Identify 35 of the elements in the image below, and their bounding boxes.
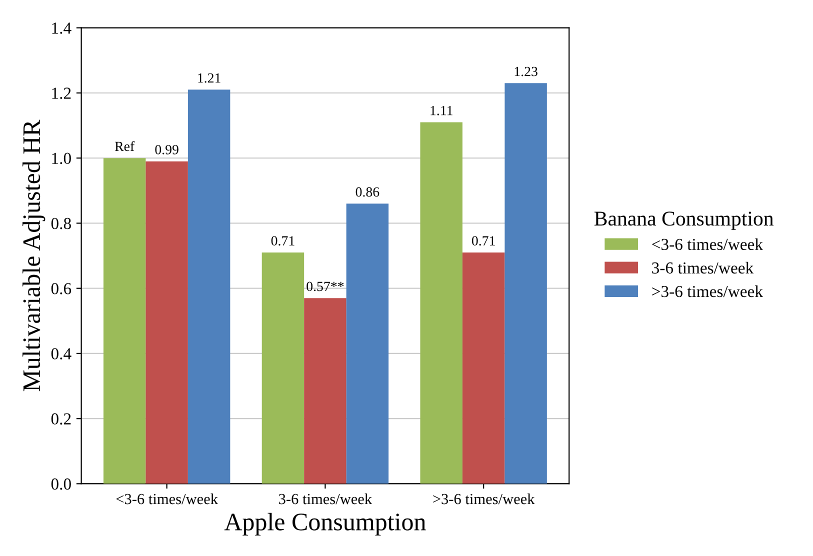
x-tick-label: >3-6 times/week xyxy=(433,493,535,504)
x-tick-label: <3-6 times/week xyxy=(116,493,218,504)
y-tick-label: 0.2 xyxy=(51,413,71,425)
y-tick-label: 0.6 xyxy=(51,283,72,294)
legend-label: 3-6 times/week xyxy=(652,262,754,274)
bar xyxy=(420,122,462,484)
y-tick-label: 1.0 xyxy=(52,152,71,164)
x-axis-title: Apple Consumption xyxy=(224,512,426,536)
y-tick-label: 1.4 xyxy=(52,22,72,34)
bar xyxy=(304,298,346,484)
y-tick-label: 0.0 xyxy=(51,478,71,490)
bar xyxy=(262,252,304,484)
data-label: 0.71 xyxy=(271,236,294,246)
bar xyxy=(462,252,505,484)
data-label: 0.71 xyxy=(472,236,495,246)
legend-title: Banana Consumption xyxy=(594,212,774,230)
legend-label: >3-6 times/week xyxy=(652,285,764,298)
bar xyxy=(346,204,389,484)
data-label: 1.21 xyxy=(198,73,220,83)
y-tick-label: 0.8 xyxy=(51,218,71,230)
y-tick-label: 1.2 xyxy=(52,88,71,99)
bar xyxy=(103,158,146,484)
bar xyxy=(188,90,230,484)
data-label: 1.23 xyxy=(514,66,538,76)
data-label: 1.11 xyxy=(430,106,452,116)
data-label: 0.57** xyxy=(306,282,344,292)
data-label: 0.86 xyxy=(356,187,380,197)
bar xyxy=(146,161,188,484)
data-label: 0.99 xyxy=(155,144,178,154)
legend-label: <3-6 times/week xyxy=(652,238,764,250)
x-tick-label: 3-6 times/week xyxy=(279,493,372,504)
data-label: Ref xyxy=(114,141,135,152)
y-tick-label: 0.4 xyxy=(51,348,72,360)
y-axis-title: Multivariable Adjusted HR xyxy=(22,120,46,392)
bar xyxy=(504,83,547,484)
